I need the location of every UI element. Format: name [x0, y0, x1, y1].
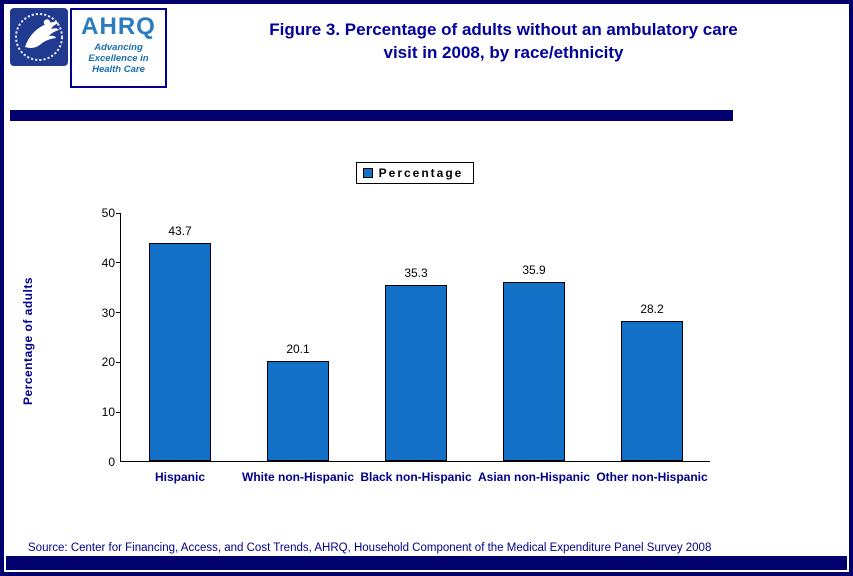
- legend: Percentage: [355, 162, 475, 184]
- legend-swatch: [362, 168, 373, 178]
- y-axis-title: Percentage of adults: [21, 276, 35, 406]
- figure-title: Figure 3. Percentage of adults without a…: [170, 18, 837, 64]
- y-axis-tick-label: 0: [108, 455, 115, 469]
- bar-chart-plot: 0 10 20 30 40 50 43.7 Hispanic 20.1 White non-His…: [102, 206, 710, 484]
- bar-hispanic: [149, 243, 211, 461]
- ahrq-tagline-line: Excellence in: [88, 53, 149, 64]
- header-divider: [10, 110, 733, 121]
- bar-other-non-hispanic: [621, 321, 683, 461]
- y-axis-tick-label: 30: [101, 305, 115, 320]
- y-axis-tick-mark: [116, 411, 121, 413]
- ahrq-tagline-line: Advancing: [94, 42, 143, 53]
- y-axis-tick-label: 50: [101, 206, 115, 220]
- bar-value-label: 28.2: [640, 302, 664, 316]
- x-axis-label: White non-Hispanic: [242, 470, 354, 484]
- legend-row: Percentage: [120, 162, 710, 184]
- bar-asian-non-hispanic: [503, 282, 565, 461]
- y-axis-tick-mark: [116, 312, 121, 314]
- y-axis-tick-label: 20: [101, 355, 115, 370]
- bar-value-label: 20.1: [286, 342, 310, 356]
- y-axis-tick-label: 40: [101, 255, 115, 270]
- ahrq-tagline: Advancing Excellence in Health Care: [88, 42, 148, 75]
- bar-value-label: 35.9: [522, 263, 546, 277]
- bar-black-non-hispanic: [385, 285, 447, 461]
- ahrq-logo: AHRQ Advancing Excellence in Health Care: [70, 8, 167, 88]
- x-axis-label: Black non-Hispanic: [360, 470, 472, 484]
- footer-bar: [6, 556, 847, 570]
- source-note: Source: Center for Financing, Access, an…: [28, 542, 712, 554]
- figure-title-text: Figure 3. Percentage of adults without a…: [269, 20, 738, 62]
- hhs-logo: [10, 8, 68, 66]
- y-axis-tick-mark: [116, 212, 121, 214]
- hhs-eagle-icon: [10, 8, 68, 66]
- ahrq-acronym: AHRQ: [81, 13, 156, 40]
- x-axis-label: Hispanic: [154, 470, 206, 484]
- x-axis-label: Asian non-Hispanic: [477, 470, 591, 484]
- header-logos: AHRQ Advancing Excellence in Health Care: [10, 8, 167, 88]
- x-axis-label: Other non-Hispanic: [596, 470, 708, 484]
- y-axis-tick-mark: [116, 262, 121, 264]
- y-axis-tick-label: 10: [101, 405, 115, 420]
- bar-white-non-hispanic: [267, 361, 329, 461]
- legend-label: Percentage: [378, 166, 464, 180]
- bar-value-label: 43.7: [168, 224, 192, 238]
- y-axis-tick-mark: [116, 361, 121, 363]
- bar-value-label: 35.3: [404, 266, 428, 280]
- ahrq-tagline-line: Health Care: [92, 64, 145, 75]
